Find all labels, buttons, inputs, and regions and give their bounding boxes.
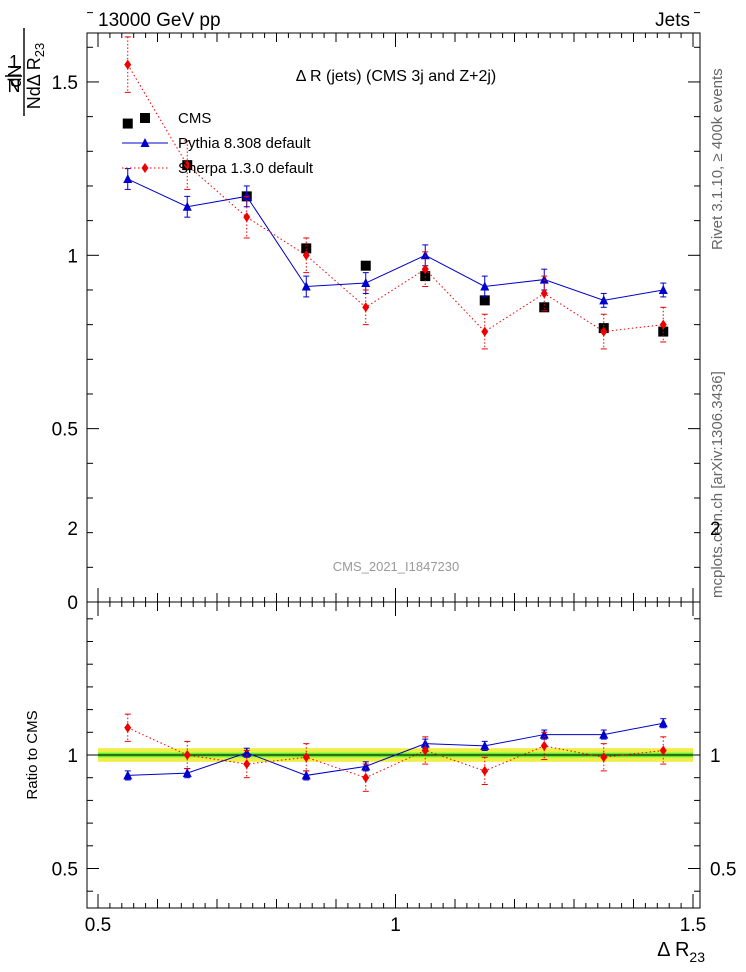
legend-label: CMS	[178, 110, 211, 127]
top-point	[243, 212, 251, 223]
bottom-ytick-label-right: 0.5	[710, 860, 736, 881]
ratio-point	[480, 740, 490, 750]
legend: CMS Pythia 8.308 default Sherpa 1.3.0 defa…	[122, 110, 314, 177]
ratio-point	[182, 768, 192, 778]
ratio-point	[124, 722, 132, 733]
legend-marker	[141, 163, 149, 173]
top-point	[420, 271, 431, 282]
top-point	[479, 295, 490, 306]
top-point	[183, 160, 191, 171]
ratio-point	[361, 761, 371, 771]
xtick-label: 0.5	[85, 915, 111, 936]
watermark: CMS_2021_I1847230	[333, 559, 460, 574]
top-ytick-label: 0	[67, 593, 78, 614]
top-point	[302, 250, 310, 261]
bottom-ytick-label-right: 1	[710, 746, 721, 767]
ratio-point	[420, 738, 430, 748]
top-point	[182, 201, 192, 211]
top-point	[361, 278, 371, 288]
top-point	[659, 319, 667, 330]
side-label-rivet: Rivet 3.1.10, ≥ 400k events	[709, 68, 726, 250]
bottom-axes: 0.5 1 1.5 0.5 0.5 1 1 2 2	[52, 519, 737, 936]
ratio-point	[658, 718, 668, 728]
top-point	[481, 326, 489, 337]
ylabel-top: 1 N dN NdΔ R23	[5, 28, 47, 116]
top-ytick-label: 0.5	[52, 420, 78, 441]
top-plot-title: Δ R (jets) (CMS 3j and Z+2j)	[296, 68, 497, 85]
top-point	[421, 264, 429, 275]
top-point	[420, 250, 430, 260]
top-point	[301, 281, 311, 291]
ratio-point	[183, 750, 191, 760]
header-left: 13000 GeV pp	[98, 10, 221, 31]
top-point	[124, 59, 132, 70]
top-series	[122, 36, 669, 350]
x-axis-label: Δ R23	[657, 939, 705, 965]
legend-label: Pythia 8.308 default	[178, 135, 311, 152]
ratio-point	[599, 729, 609, 739]
top-axes: 00.511.522.53	[52, 12, 700, 614]
ratio-point	[539, 729, 549, 739]
ylabel-n: N	[8, 76, 21, 96]
legend-label: Sherpa 1.3.0 default	[178, 160, 314, 177]
ylabel-dr: NdΔ R23	[24, 43, 47, 110]
top-point	[600, 326, 608, 337]
bottom-series	[123, 713, 668, 792]
bottom-ytick-label: 1	[67, 746, 78, 767]
top-point	[122, 118, 133, 129]
top-ytick-label: 1.5	[52, 73, 78, 94]
ratio-point	[481, 765, 489, 776]
bottom-ytick-label-right: 2	[710, 519, 721, 540]
header-right: Jets	[655, 10, 690, 31]
xtick-label: 1	[390, 915, 401, 936]
bottom-ytick-label: 2	[67, 519, 78, 540]
top-point	[360, 260, 371, 271]
ylabel-one: 1	[9, 52, 19, 72]
top-point	[539, 302, 550, 313]
ratio-point	[362, 772, 370, 783]
top-ytick-label: 1	[67, 246, 78, 267]
top-point	[599, 295, 609, 305]
legend-marker	[140, 138, 150, 147]
ratio-point	[242, 747, 252, 757]
top-series-line-1	[127, 178, 664, 301]
ratio-point	[301, 770, 311, 780]
ratio-point	[302, 752, 310, 763]
ratio-point	[421, 745, 429, 756]
side-label-mcplots: mcplots.cern.ch [arXiv:1306.3436]	[709, 371, 726, 598]
xtick-label: 1.5	[680, 915, 706, 936]
ratio-point	[123, 770, 133, 780]
ratio-ylabel: Ratio to CMS	[24, 710, 41, 799]
ratio-point	[600, 752, 608, 763]
ylabel-dn: dN	[5, 64, 25, 87]
top-series-line-2	[127, 64, 664, 333]
ratio-point	[659, 745, 667, 756]
bottom-ytick-label: 0.5	[52, 860, 78, 881]
top-point	[362, 302, 370, 313]
ratio-series-line-1	[127, 727, 664, 779]
ratio-point	[243, 759, 251, 770]
ratio-series-line-0	[127, 722, 664, 776]
top-point	[658, 326, 669, 337]
top-point	[301, 243, 312, 254]
top-point	[480, 281, 490, 291]
top-point	[539, 274, 549, 284]
top-point	[658, 284, 668, 294]
top-point	[123, 174, 133, 184]
legend-marker	[140, 113, 150, 123]
top-point	[540, 288, 548, 299]
ratio-point	[540, 740, 548, 751]
